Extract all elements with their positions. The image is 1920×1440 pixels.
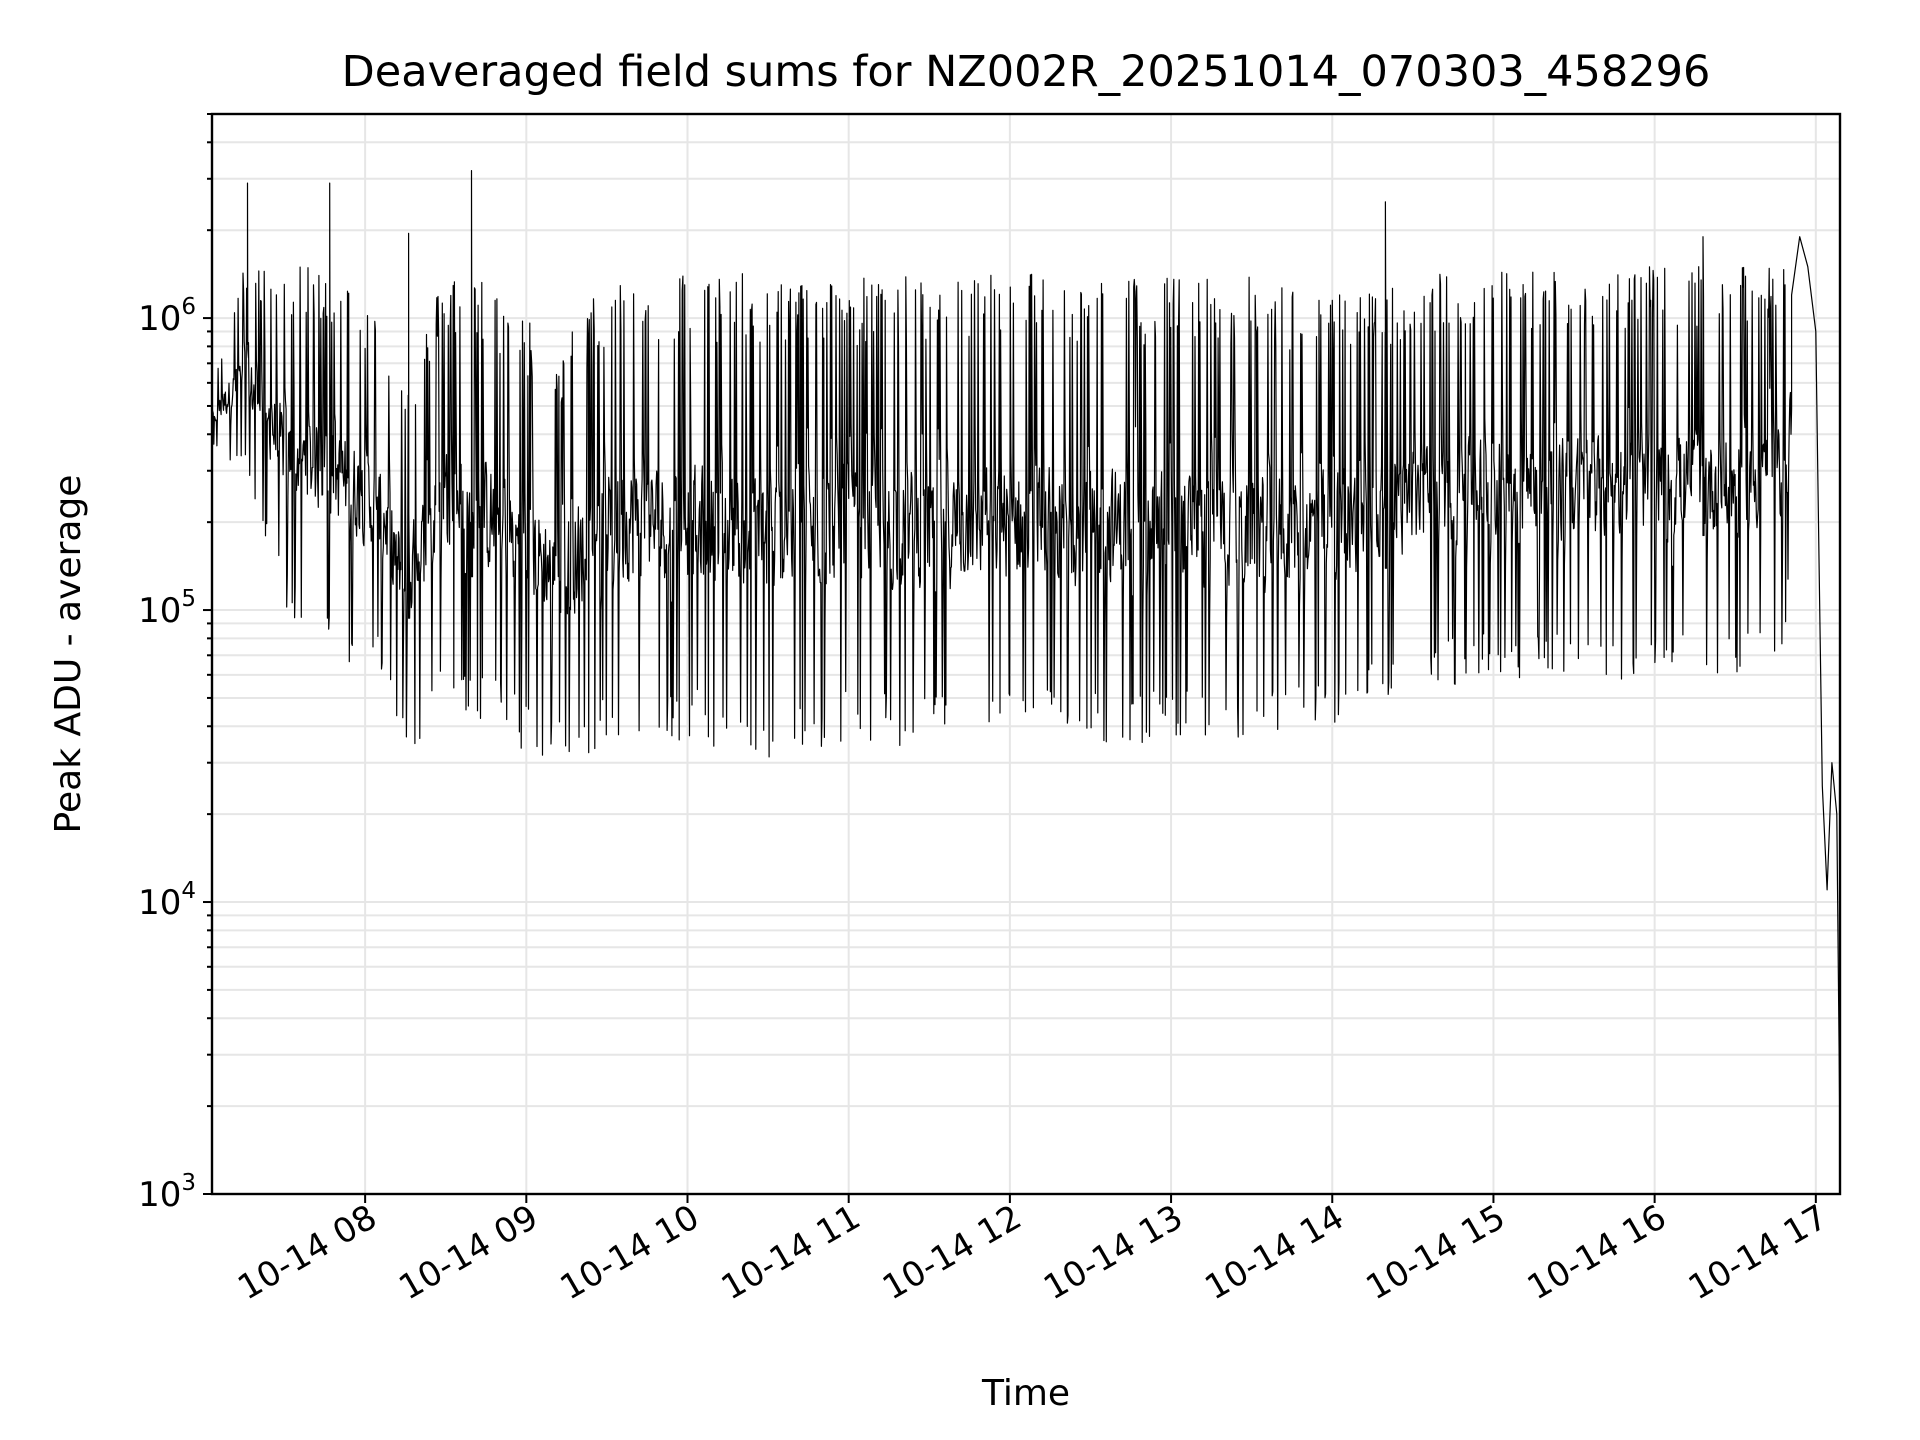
axis-ticks: 10-14 08 10-14 09 10-14 10 10-14 11 10-14 12… [138, 113, 1834, 1308]
plot-frame [210, 112, 1842, 1196]
x-tick-label: 10-14 09 [392, 1197, 544, 1308]
x-tick-label: 10-14 12 [876, 1197, 1028, 1308]
y-axis-label: Peak ADU - average [48, 475, 89, 834]
y-tick-label: 103 [138, 1170, 196, 1215]
x-tick-label: 10-14 14 [1198, 1197, 1350, 1308]
series-line-field-sums [211, 170, 1841, 1143]
x-tick-label: 10-14 15 [1360, 1197, 1512, 1308]
x-tick-label: 10-14 13 [1037, 1197, 1189, 1308]
x-axis-label: Time [981, 1373, 1070, 1414]
x-tick-label: 10-14 17 [1682, 1197, 1834, 1308]
y-tick-label: 104 [138, 878, 196, 923]
x-tick-label: 10-14 10 [554, 1197, 706, 1308]
x-tick-label: 10-14 16 [1521, 1197, 1673, 1308]
y-tick-label: 105 [138, 586, 196, 631]
x-tick-label: 10-14 08 [231, 1197, 383, 1308]
y-tick-label: 106 [138, 294, 196, 339]
x-tick-label: 10-14 11 [715, 1197, 867, 1308]
chart-title: Deaveraged field sums for NZ002R_2025101… [342, 47, 1711, 97]
